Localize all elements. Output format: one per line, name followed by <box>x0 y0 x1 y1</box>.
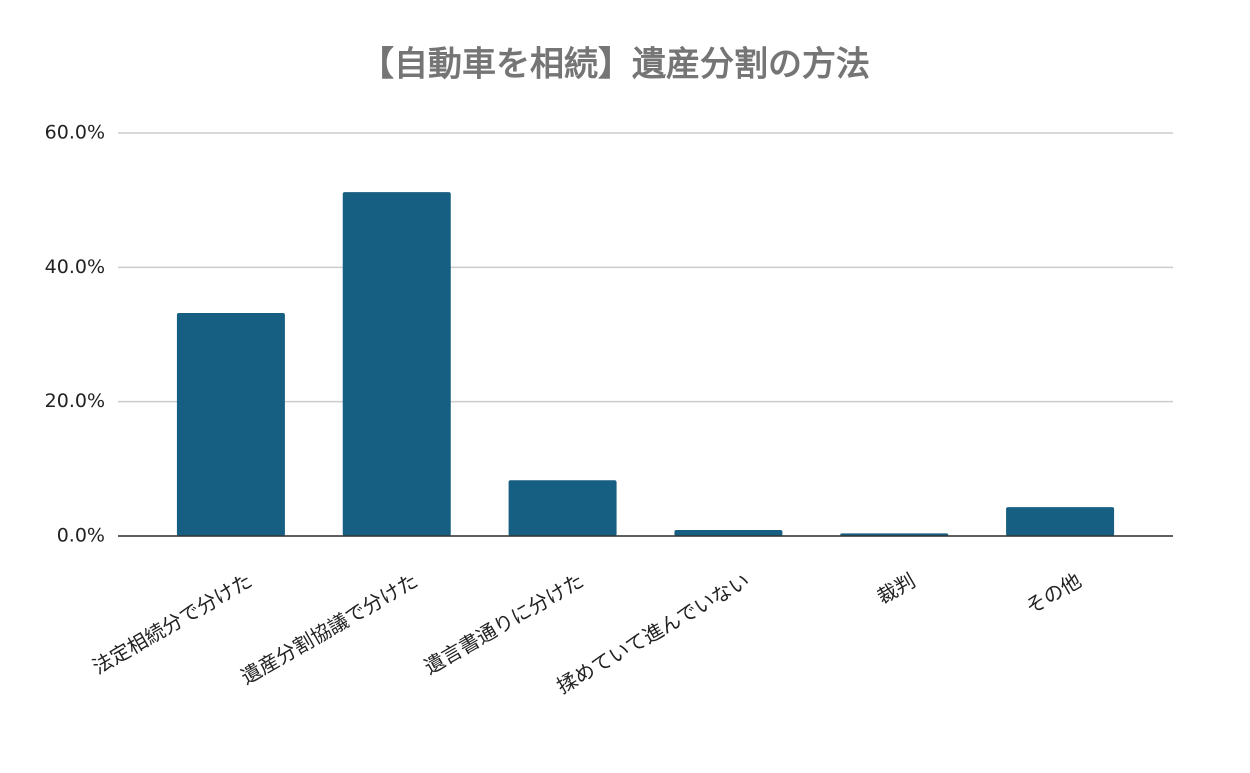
bar <box>508 480 617 536</box>
bar <box>674 529 783 536</box>
x-tick-label: 法定相続分で分けた <box>88 568 256 679</box>
bar <box>1006 507 1115 536</box>
bar <box>342 192 451 536</box>
chart-title: 【自動車を相続】遺産分割の方法 <box>360 45 870 85</box>
x-tick-label: 遺言書通りに分けた <box>420 568 588 679</box>
x-tick-label: その他 <box>1021 568 1085 619</box>
bar <box>176 313 285 536</box>
x-tick-label: 遺産分割協議で分けた <box>237 568 422 689</box>
y-tick-label: 0.0% <box>57 525 105 547</box>
x-tick-label: 裁判 <box>873 568 920 609</box>
y-tick-label: 40.0% <box>45 256 105 278</box>
y-tick-label: 60.0% <box>45 122 105 144</box>
y-tick-label: 20.0% <box>45 390 105 412</box>
